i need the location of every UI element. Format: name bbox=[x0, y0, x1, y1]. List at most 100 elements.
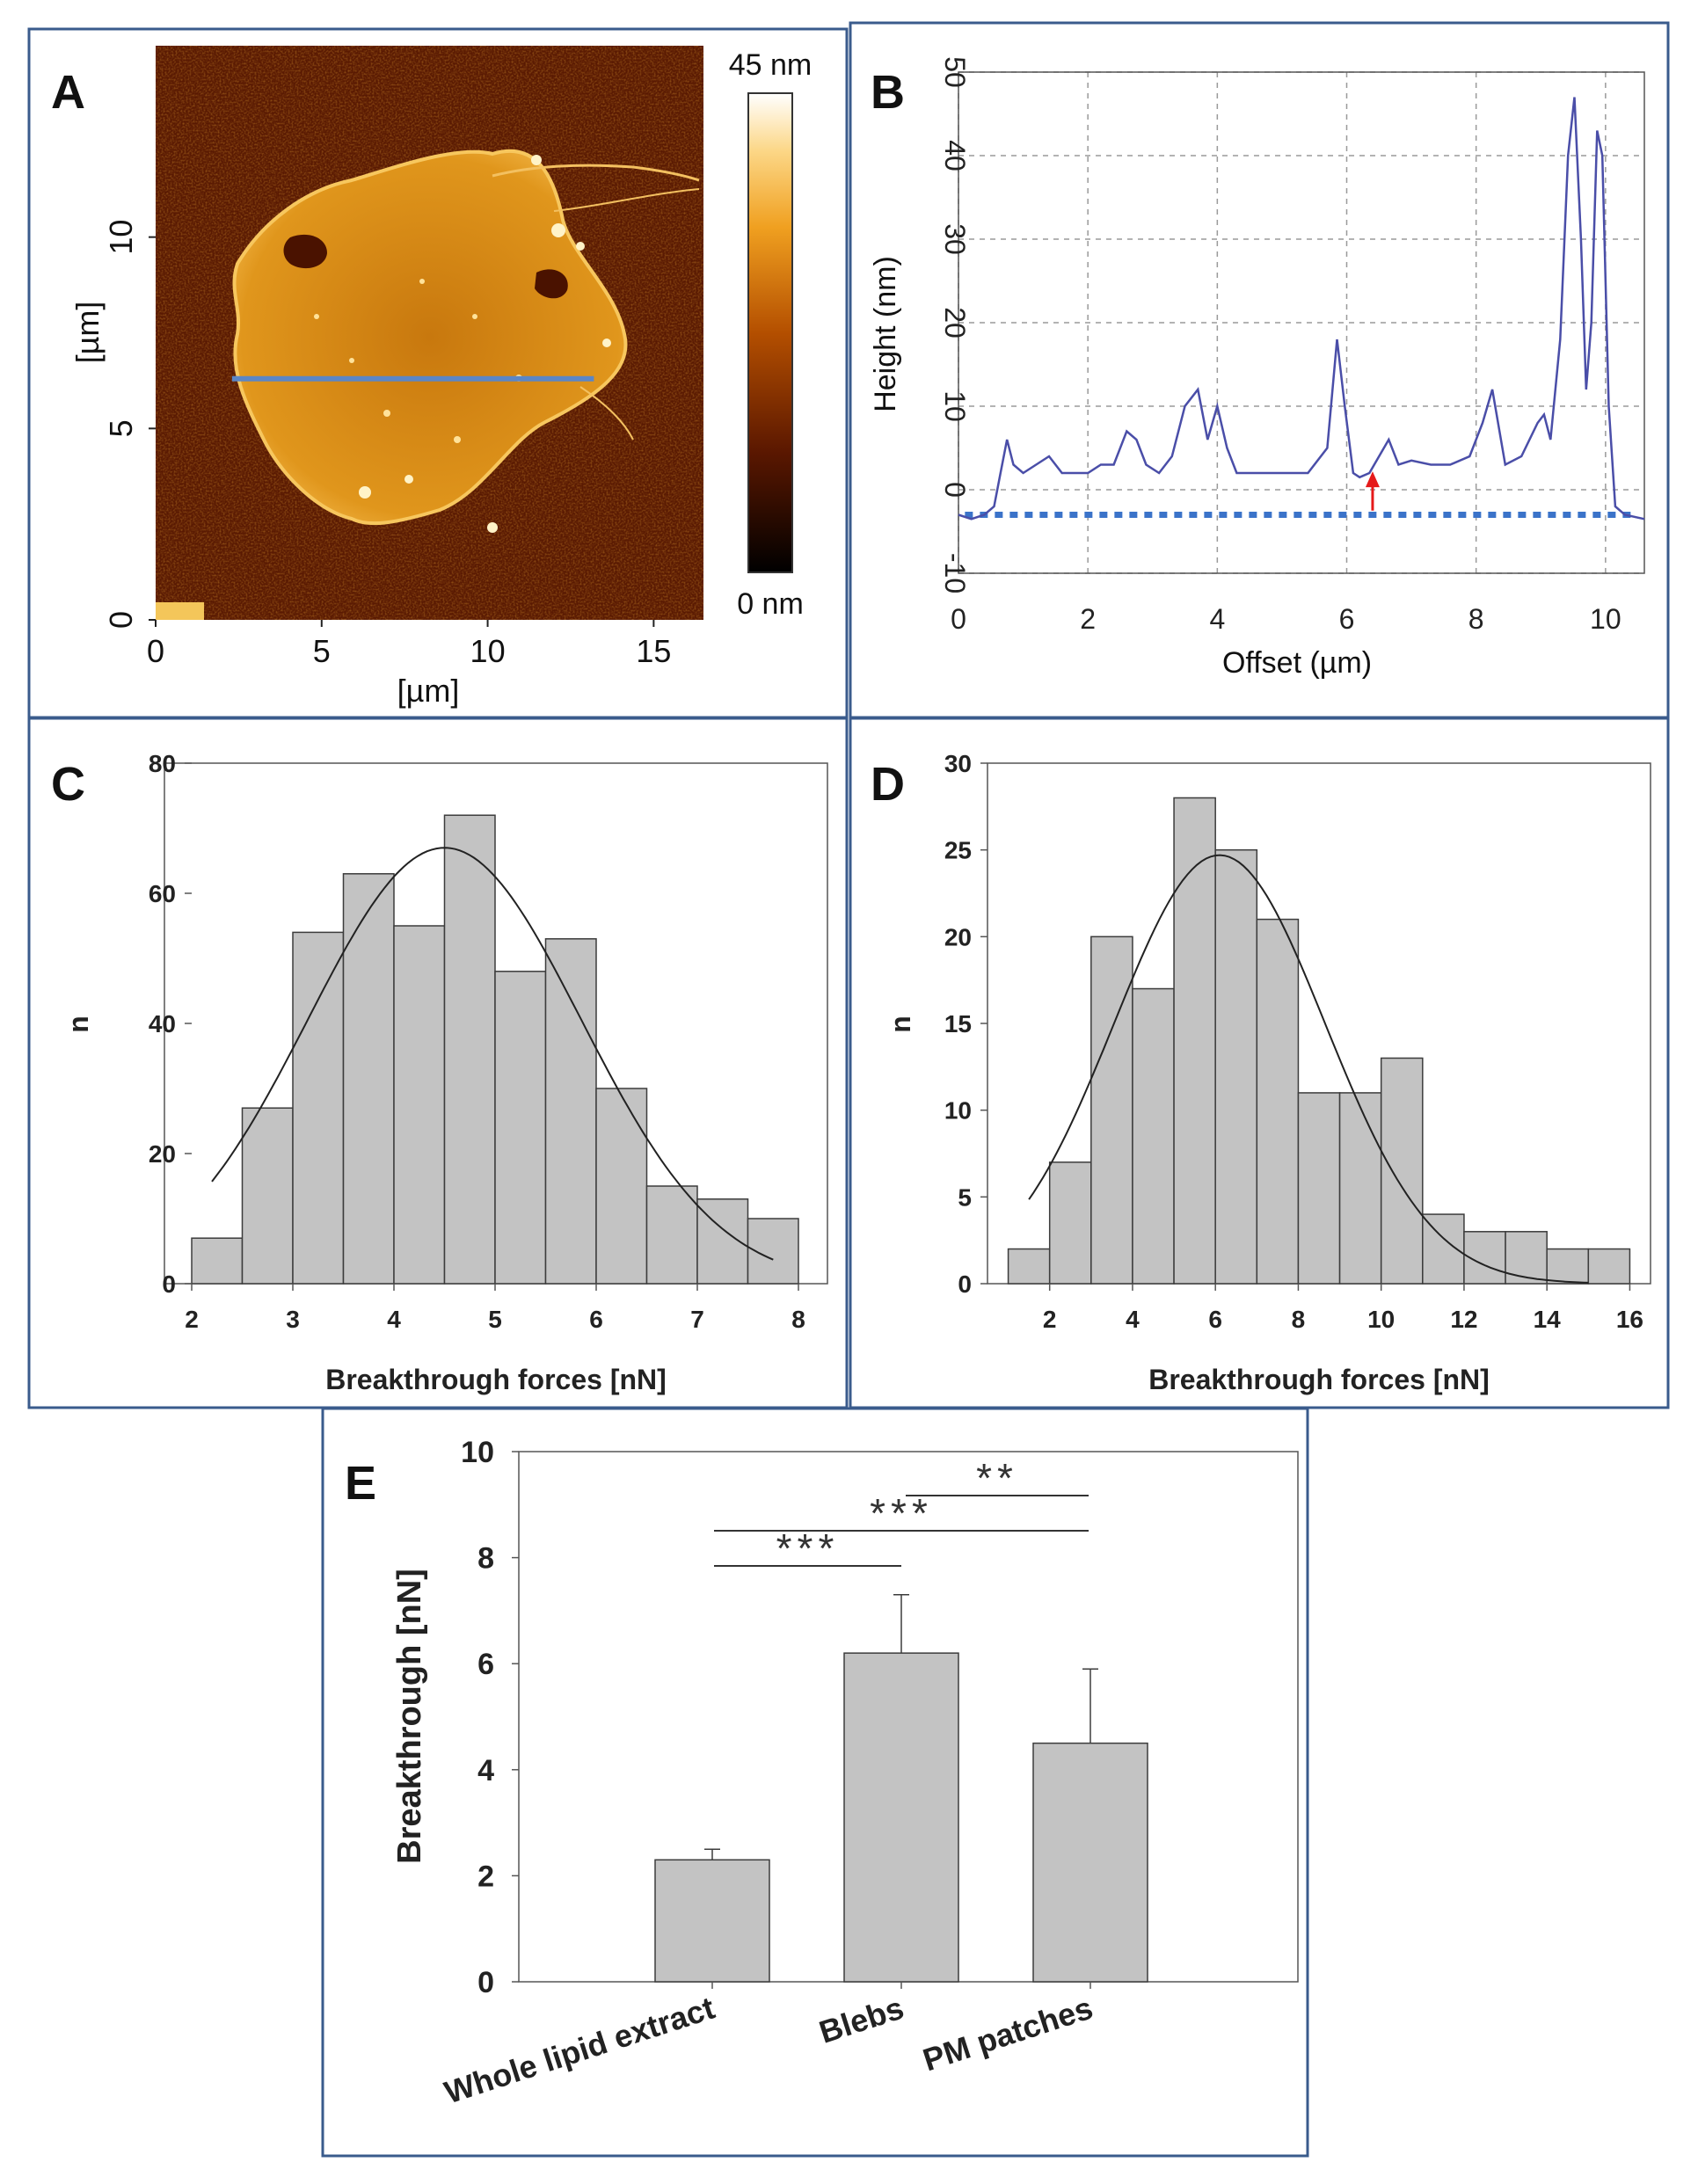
histogram-c-bar bbox=[443, 814, 496, 1285]
breakthrough-bar-chart: 0 2 4 6 8 10 Whole lipid extract Blebs PM patche… bbox=[391, 1436, 1299, 2111]
afm-image-panel: 0 5 10 15 0 5 10 [µm] [µm] 45 nm 0 nm bbox=[69, 46, 812, 709]
afm-y-axis-label: [µm] bbox=[69, 302, 106, 364]
histogram-c-y-tick-label: 80 bbox=[149, 750, 176, 777]
histogram-d-bar bbox=[1048, 1161, 1092, 1285]
bright-feature bbox=[454, 436, 461, 443]
histogram-d-x-tick-label: 10 bbox=[1367, 1306, 1395, 1333]
histogram-d-bar bbox=[1007, 1248, 1051, 1285]
afm-y-tick-label: 0 bbox=[103, 611, 139, 629]
histogram-d-x-tick-label: 16 bbox=[1616, 1306, 1643, 1333]
histogram-c-x-axis-label: Breakthrough forces [nN] bbox=[325, 1364, 667, 1395]
histogram-d-bar bbox=[1090, 935, 1133, 1285]
significance-label: ** bbox=[976, 1455, 1018, 1501]
bar-chart-y-tick-label: 10 bbox=[461, 1436, 494, 1469]
profile-x-axis-label: Offset (µm) bbox=[1222, 646, 1372, 680]
patch-hole-2 bbox=[535, 269, 568, 299]
panel-letter-b: B bbox=[871, 66, 905, 119]
histogram-c-y-tick-label: 40 bbox=[149, 1010, 176, 1037]
profile-y-tick-label: 50 bbox=[939, 56, 971, 88]
bright-feature bbox=[576, 242, 585, 251]
histogram-d-y-tick-label: 5 bbox=[958, 1183, 972, 1211]
red-arrow-icon bbox=[1365, 471, 1380, 511]
histogram-d-x-tick-label: 14 bbox=[1534, 1306, 1562, 1333]
histogram-d-x-axis-label: Breakthrough forces [nN] bbox=[1148, 1364, 1490, 1395]
profile-grid bbox=[958, 71, 1644, 574]
histogram-c-bar bbox=[645, 1185, 698, 1285]
profile-y-tick-label: 0 bbox=[939, 482, 971, 498]
profile-y-axis-label: Height (nm) bbox=[869, 256, 902, 412]
histogram-d-x-tick-label: 6 bbox=[1208, 1306, 1222, 1333]
histogram-c-x-tick-label: 7 bbox=[690, 1306, 704, 1333]
profile-y-tick-label: 40 bbox=[939, 140, 971, 171]
histogram-c: 0 20 40 60 80 2 3 4 5 6 7 8 Breakthrough forces [nN… bbox=[62, 750, 828, 1395]
profile-series-line bbox=[958, 97, 1645, 521]
bar-chart-category-label: PM patches bbox=[919, 1990, 1097, 2078]
afm-x-axis-label: [µm] bbox=[397, 673, 460, 709]
panel-letter-a: A bbox=[51, 66, 85, 119]
profile-x-tick-label: 10 bbox=[1590, 603, 1621, 635]
histogram-d-x-tick-label: 2 bbox=[1043, 1306, 1057, 1333]
histogram-c-bar bbox=[292, 931, 345, 1285]
profile-x-tick-label: 0 bbox=[951, 603, 966, 635]
profile-x-tick-label: 6 bbox=[1339, 603, 1355, 635]
histogram-d-bar bbox=[1338, 1092, 1382, 1285]
bright-feature bbox=[551, 223, 565, 237]
bright-feature bbox=[487, 522, 498, 533]
histogram-d-bar bbox=[1297, 1092, 1341, 1285]
afm-y-tick-label: 10 bbox=[103, 220, 139, 255]
bar-chart-y-axis-label: Breakthrough [nN] bbox=[391, 1569, 428, 1864]
histogram-c-tick-labels: 0 20 40 60 80 2 3 4 5 6 7 8 bbox=[149, 750, 805, 1333]
histogram-d-y-tick-label: 15 bbox=[944, 1010, 972, 1037]
histogram-d-y-tick-label: 30 bbox=[944, 750, 972, 777]
panel-e-frame bbox=[321, 1407, 1309, 2158]
bar-chart-y-tick-label: 6 bbox=[477, 1648, 494, 1681]
significance-label: *** bbox=[776, 1525, 840, 1571]
panel-b-frame bbox=[849, 21, 1670, 719]
histogram-d-x-tick-label: 4 bbox=[1126, 1306, 1140, 1333]
height-profile-chart: -10 0 10 20 30 40 50 0 2 4 6 8 10 Offset (µm) Height… bbox=[869, 56, 1645, 680]
histogram-d-tick-labels: 0 5 10 15 20 25 30 2 4 6 8 10 12 14 16 bbox=[944, 750, 1643, 1333]
bar-chart-y-tick-label: 8 bbox=[477, 1542, 494, 1576]
bar-chart-y-tick-label: 4 bbox=[477, 1754, 494, 1787]
histogram-d: 0 5 10 15 20 25 30 2 4 6 8 10 12 14 16 Breakthrough fo… bbox=[885, 750, 1651, 1395]
histogram-c-bar bbox=[191, 1237, 244, 1285]
histogram-d-bar bbox=[1256, 918, 1300, 1285]
membrane-filament-2 bbox=[553, 188, 700, 212]
histogram-d-bars bbox=[1007, 797, 1631, 1285]
profile-plot-frame bbox=[958, 71, 1645, 574]
histogram-c-bar bbox=[342, 873, 395, 1285]
profile-y-tick-label: 20 bbox=[939, 307, 971, 339]
histogram-d-y-tick-label: 20 bbox=[944, 923, 972, 950]
bright-feature bbox=[349, 358, 354, 363]
histogram-c-x-tick-label: 8 bbox=[791, 1306, 805, 1333]
histogram-c-y-tick-label: 0 bbox=[162, 1270, 176, 1298]
afm-y-tick-label: 5 bbox=[103, 419, 139, 437]
bar-1 bbox=[843, 1652, 959, 1983]
profile-y-tick-label: 10 bbox=[939, 390, 971, 422]
patch-hole-1 bbox=[283, 234, 327, 269]
histogram-c-y-tick-label: 60 bbox=[149, 880, 176, 907]
histogram-d-fit-curve bbox=[1028, 854, 1589, 1284]
colorbar-max-label: 45 nm bbox=[729, 48, 813, 82]
histogram-d-y-tick-label: 0 bbox=[958, 1270, 972, 1298]
profile-y-tick-label: -10 bbox=[939, 553, 971, 593]
histogram-c-bar bbox=[393, 925, 446, 1285]
bar-chart-tick-labels: 0 2 4 6 8 10 Whole lipid extract Blebs PM patche… bbox=[440, 1436, 1097, 2111]
histogram-d-y-tick-label: 10 bbox=[944, 1097, 972, 1125]
profile-y-tick-label: 30 bbox=[939, 223, 971, 255]
histogram-d-bar bbox=[1132, 987, 1175, 1285]
histogram-c-bar bbox=[494, 971, 547, 1285]
histogram-d-y-tick-label: 25 bbox=[944, 837, 972, 864]
histogram-d-x-tick-label: 8 bbox=[1292, 1306, 1306, 1333]
histogram-c-x-tick-label: 3 bbox=[286, 1306, 300, 1333]
histogram-c-x-tick-label: 5 bbox=[488, 1306, 502, 1333]
membrane-patch bbox=[232, 149, 628, 526]
afm-x-tick-label: 5 bbox=[313, 633, 331, 669]
afm-x-tick-label: 0 bbox=[147, 633, 164, 669]
histogram-c-x-tick-label: 6 bbox=[589, 1306, 603, 1333]
bar-2 bbox=[1032, 1742, 1148, 1983]
bright-feature bbox=[531, 155, 542, 165]
arrow-head bbox=[1365, 471, 1380, 488]
membrane-filament-1 bbox=[492, 164, 700, 182]
